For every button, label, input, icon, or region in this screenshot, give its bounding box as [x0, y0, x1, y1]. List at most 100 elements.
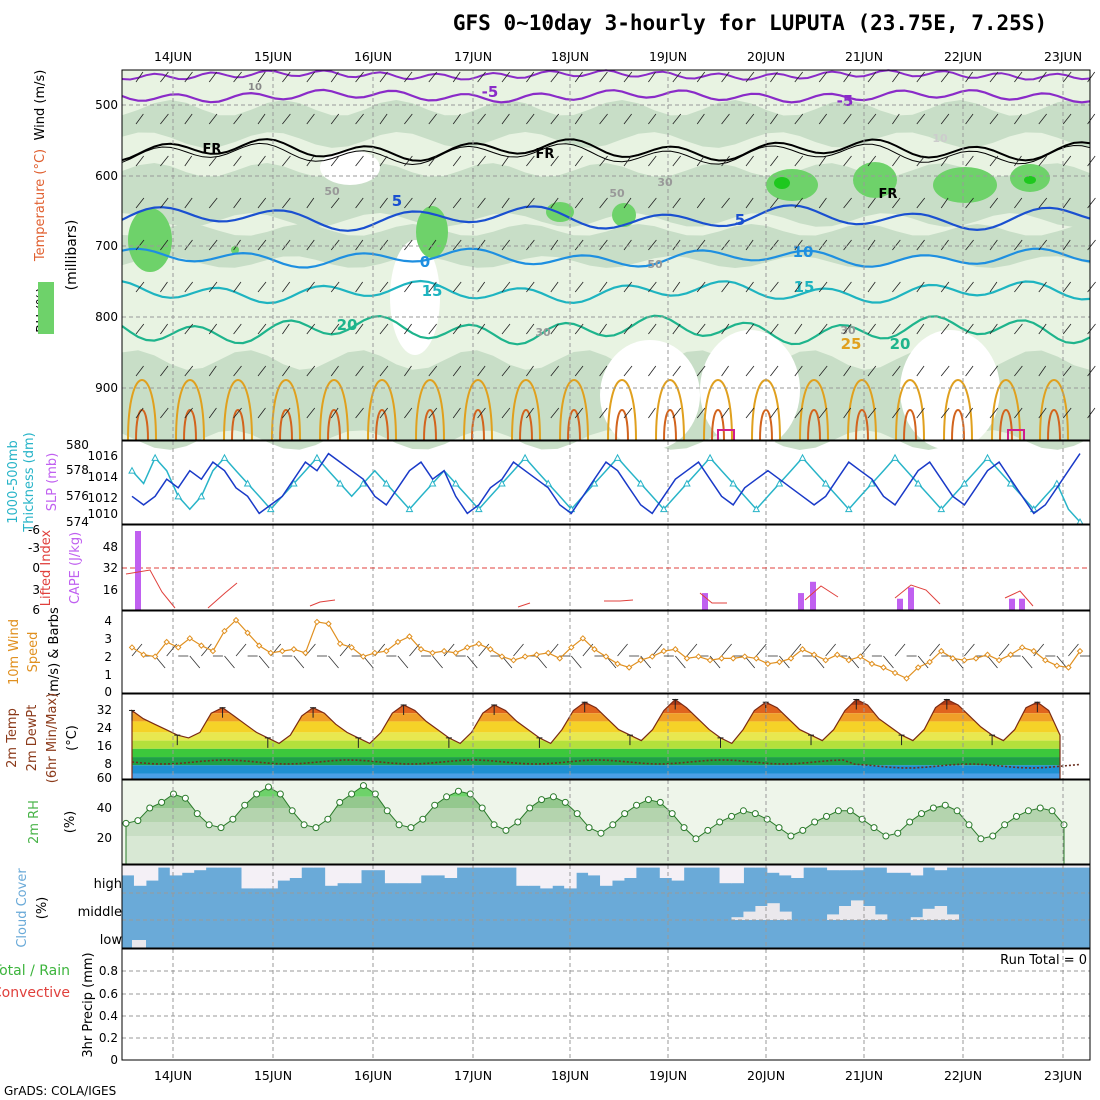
- wind10m-point: [360, 653, 367, 660]
- thickness-tick: 574: [66, 515, 89, 529]
- wind-barb: [1087, 239, 1096, 251]
- wind10m-point: [995, 656, 1003, 664]
- wind-barb: [526, 113, 535, 125]
- wind-barb: [623, 281, 633, 293]
- wind-barb: [623, 197, 632, 209]
- wind-tick: 4: [104, 614, 112, 628]
- rh2m-point: [989, 832, 997, 840]
- temp-contour-25: [799, 379, 829, 441]
- wind10m-point: [961, 656, 968, 664]
- thickness-line-point: [844, 505, 853, 513]
- wind-barb: [696, 281, 706, 293]
- precip-tick: 0.4: [99, 1009, 118, 1023]
- wind-barb: [184, 239, 193, 251]
- temp-contour-10: [121, 247, 1091, 269]
- lifted-index-line: [125, 569, 176, 609]
- wind-barb: [428, 113, 437, 125]
- cloud-low-clear: [132, 940, 146, 948]
- wind-barb: [843, 365, 852, 377]
- temp-contour-30: [279, 409, 293, 441]
- wind-barb: [794, 365, 803, 377]
- date-label-bottom: 15JUN: [254, 1068, 292, 1083]
- wind10m-point: [544, 649, 552, 657]
- temp-tick: 8: [104, 757, 112, 771]
- cloud-high-clear: [635, 865, 649, 868]
- wind-barb: [940, 281, 950, 293]
- wind-barb: [1038, 239, 1048, 251]
- rh2m-point: [217, 824, 225, 832]
- rh2m-point: [1048, 807, 1056, 815]
- date-label-top: 21JUN: [845, 49, 883, 64]
- ylabel-wind: Wind (m/s): [33, 70, 48, 141]
- cloud-high-clear: [157, 865, 171, 868]
- rh2m-point: [549, 793, 557, 801]
- freezing-level-line-2: [121, 142, 1091, 166]
- wind-barb: [916, 407, 925, 419]
- wind-barb: [550, 71, 560, 83]
- wind10m-point: [672, 646, 679, 653]
- cloud-high-clear: [600, 865, 613, 886]
- wind-barb: [452, 281, 462, 293]
- wind-barb: [794, 71, 804, 83]
- wind-barb: [184, 71, 193, 83]
- rh2m-point: [288, 807, 296, 815]
- wind-barb: [672, 281, 681, 293]
- pressure-tick: 700: [95, 239, 118, 253]
- wind-barb: [696, 113, 705, 125]
- cloud-high-clear: [874, 865, 888, 868]
- wind10m-point: [949, 655, 957, 662]
- cloud-high-clear: [623, 865, 637, 878]
- contour-label: -5: [837, 92, 854, 110]
- date-label-bottom: 16JUN: [354, 1068, 392, 1083]
- rh2m-point: [134, 817, 142, 825]
- wind-barb: [672, 323, 681, 335]
- temp-contour-minus5: [121, 88, 1091, 104]
- contour-label: 15: [794, 278, 815, 296]
- wind-barb: [843, 323, 852, 335]
- rh2m-point: [977, 835, 985, 843]
- thickness-line-point: [544, 479, 553, 487]
- wind-barb: [184, 323, 194, 335]
- wind-barb: [282, 365, 291, 377]
- wind-barb: [818, 239, 828, 251]
- wind10m-barb: [1033, 643, 1045, 657]
- wind10m-point: [857, 653, 864, 660]
- wind-barb: [526, 365, 534, 377]
- rh-high-patch: [416, 206, 448, 258]
- date-label-bottom: 23JUN: [1044, 1068, 1082, 1083]
- wind-barb: [1038, 323, 1047, 335]
- rh2m-point: [561, 798, 569, 806]
- cloud-level-label: low: [100, 933, 123, 948]
- wind-barb: [428, 407, 438, 419]
- wind10m-barb: [987, 655, 998, 669]
- wind-barb: [1014, 323, 1023, 335]
- contour-label: 10: [932, 132, 948, 145]
- cloud-middle-bar: [946, 914, 960, 920]
- wind-barb: [1038, 365, 1047, 377]
- rh2m-point: [193, 810, 201, 818]
- wind-barb: [648, 407, 656, 419]
- wind-barb: [1014, 281, 1023, 293]
- thickness-line-point: [891, 453, 899, 461]
- wind-barb: [989, 323, 998, 335]
- wind-barb: [818, 155, 827, 167]
- wind-barb: [257, 281, 267, 293]
- cloud-high-clear: [337, 865, 350, 884]
- contour-label: FR: [536, 147, 555, 162]
- cloud-high-clear: [181, 865, 195, 873]
- cloud-high-clear: [468, 865, 482, 868]
- wind-barb: [355, 71, 364, 83]
- rh2m-point: [573, 810, 581, 818]
- date-label-top: 16JUN: [354, 49, 392, 64]
- wind10m-barb: [571, 655, 582, 669]
- rh-high-patch: [231, 246, 239, 254]
- wind-barb: [1014, 71, 1023, 83]
- wind-barb: [550, 365, 559, 377]
- wind-barb: [501, 365, 511, 377]
- wind10m-barb: [432, 655, 443, 669]
- wind-tick: 0: [104, 685, 112, 699]
- thickness-line-point: [313, 453, 321, 461]
- thickness-line-point: [798, 453, 807, 461]
- wind10m-point: [348, 644, 355, 651]
- temp-tick: 16: [97, 739, 112, 753]
